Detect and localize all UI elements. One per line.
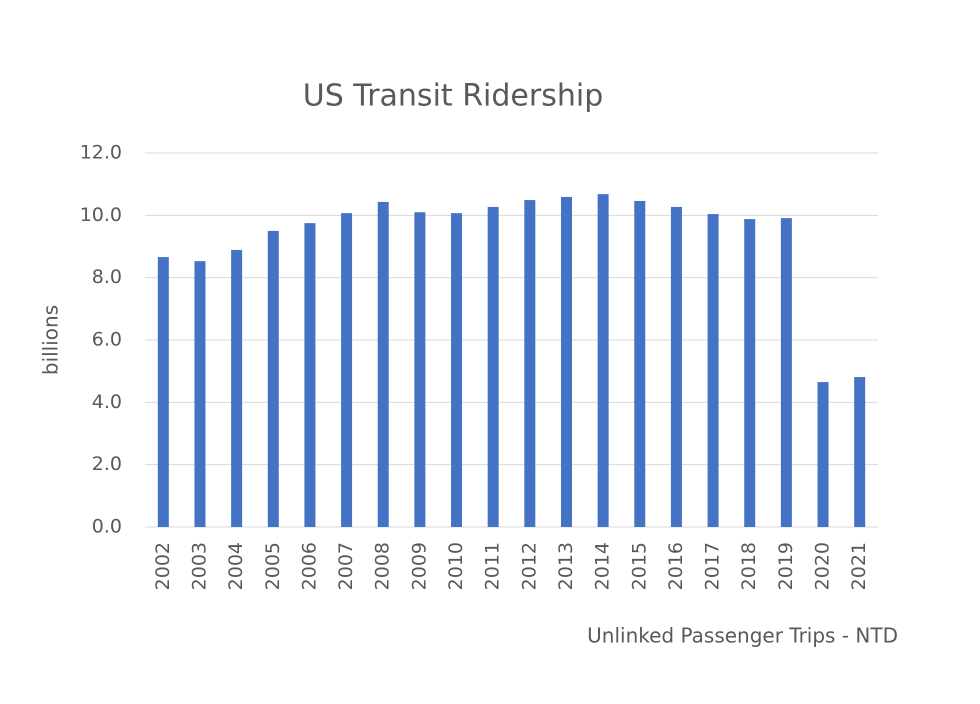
x-tick-label: 2011 bbox=[482, 542, 504, 590]
y-tick-label: 4.0 bbox=[92, 391, 122, 413]
source-note: Unlinked Passenger Trips - NTD bbox=[587, 624, 898, 648]
x-tick-label: 2013 bbox=[555, 542, 577, 590]
y-tick-label: 12.0 bbox=[80, 142, 122, 164]
bar bbox=[744, 219, 756, 527]
x-tick-label: 2021 bbox=[848, 542, 870, 590]
bar bbox=[267, 230, 279, 527]
x-tick-label: 2014 bbox=[592, 542, 614, 590]
bar bbox=[597, 194, 609, 527]
x-tick-label: 2009 bbox=[408, 542, 430, 590]
bar bbox=[670, 206, 682, 527]
x-tick-label: 2002 bbox=[152, 542, 174, 590]
bar bbox=[524, 200, 536, 528]
x-tick-label: 2008 bbox=[372, 542, 394, 590]
bar bbox=[707, 214, 719, 527]
bar bbox=[634, 200, 646, 527]
bar bbox=[780, 218, 792, 527]
y-tick-label: 10.0 bbox=[80, 204, 122, 226]
bar bbox=[414, 212, 426, 527]
chart-title: US Transit Ridership bbox=[303, 79, 603, 114]
x-tick-label: 2010 bbox=[445, 542, 467, 590]
x-tick-label: 2020 bbox=[812, 542, 834, 590]
bar bbox=[817, 382, 829, 527]
bar bbox=[157, 257, 169, 527]
x-tick-label: 2018 bbox=[738, 542, 760, 590]
bar bbox=[854, 377, 866, 527]
y-axis-label: billions bbox=[39, 305, 63, 375]
x-tick-label: 2003 bbox=[188, 542, 210, 590]
x-tick-label: 2012 bbox=[518, 542, 540, 590]
bar bbox=[377, 201, 389, 527]
x-tick-label: 2019 bbox=[775, 542, 797, 590]
bar bbox=[560, 196, 572, 527]
x-tick-label: 2006 bbox=[298, 542, 320, 590]
bar bbox=[194, 261, 206, 527]
x-tick-label: 2016 bbox=[665, 542, 687, 590]
x-tick-label: 2015 bbox=[628, 542, 650, 590]
y-tick-label: 0.0 bbox=[92, 516, 122, 538]
y-tick-label: 6.0 bbox=[92, 329, 122, 351]
y-tick-label: 2.0 bbox=[92, 453, 122, 475]
bar bbox=[231, 249, 243, 527]
x-tick-label: 2004 bbox=[225, 542, 247, 590]
y-tick-label: 8.0 bbox=[92, 266, 122, 288]
bar bbox=[487, 206, 499, 527]
x-tick-label: 2007 bbox=[335, 542, 357, 590]
bar bbox=[341, 213, 353, 527]
x-tick-label: 2017 bbox=[702, 542, 724, 590]
bar bbox=[304, 223, 316, 527]
x-tick-label: 2005 bbox=[262, 542, 284, 590]
bar bbox=[451, 213, 463, 527]
